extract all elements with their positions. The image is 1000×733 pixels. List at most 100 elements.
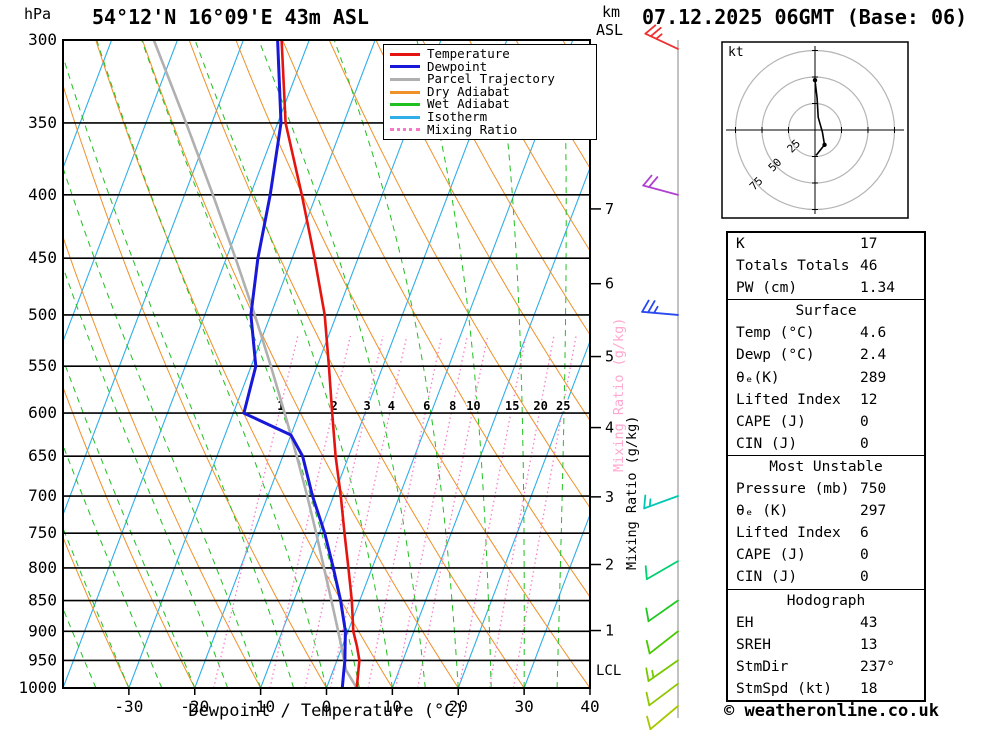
- temp-tick-label: 30: [514, 697, 533, 716]
- table-row-label: Dewp (°C): [736, 347, 815, 364]
- table-row-label: CIN (J): [736, 435, 798, 452]
- wet-adiabat-line: [96, 40, 327, 688]
- legend-label: Wet Adiabat: [427, 96, 510, 112]
- wind-barb: [644, 560, 679, 581]
- dry-adiabat-line: [63, 83, 327, 688]
- table-row: K 17: [728, 233, 924, 255]
- table-row-value: 46: [860, 258, 878, 275]
- km-tick-label: 7: [605, 200, 614, 218]
- table-section: Most Unstable Pressure (mb) 750 θₑ (K) 297 Li…: [728, 454, 924, 589]
- wet-adiabat-line: [656, 40, 713, 688]
- wind-barb: [646, 705, 679, 731]
- isotherm-legend-swatch: [390, 115, 420, 119]
- dry-adiabat-line: [422, 40, 590, 336]
- pressure-tick-label: 400: [28, 185, 57, 204]
- legend-label: Dewpoint: [427, 58, 488, 74]
- table-section: K 17 Totals Totals 46 PW (cm) 1.34: [728, 233, 924, 299]
- table-row-value: 0: [860, 569, 869, 586]
- table-row-label: Pressure (mb): [736, 481, 850, 498]
- legend-row: Dry Adiabat: [388, 85, 596, 99]
- hodograph-trace: [814, 80, 826, 156]
- table-row-value: 0: [860, 413, 869, 430]
- isotherm-line: [63, 40, 244, 517]
- parcel-curve: [152, 40, 358, 688]
- legend-label: Temperature: [427, 46, 510, 61]
- pressure-tick-label: 650: [28, 446, 57, 465]
- table-row-label: PW (cm): [736, 280, 798, 297]
- table-row-label: CIN (J): [736, 569, 798, 586]
- legend-label: Parcel Trajectory: [427, 71, 555, 87]
- table-row: Dewp (°C) 2.4: [728, 344, 924, 366]
- table-row: Temp (°C) 4.6: [728, 322, 924, 344]
- mixing-ratio-label: 10: [466, 399, 480, 413]
- table-row-label: EH: [736, 614, 754, 631]
- mixing-ratio-line: [458, 335, 527, 688]
- isotherm-line: [325, 40, 574, 688]
- mixing-ratio-label: 4: [388, 399, 395, 413]
- table-row-value: 12: [860, 391, 878, 408]
- legend-row: Wet Adiabat: [388, 98, 596, 111]
- isotherm-line: [128, 40, 376, 688]
- wet-adiabat-line: [556, 40, 567, 688]
- isotherm-line: [194, 40, 442, 688]
- altitude-unit-label-asl: ASL: [596, 21, 624, 39]
- hodograph-unit-label: kt: [728, 45, 744, 60]
- wet-adiabat-line: [63, 443, 163, 688]
- table-row: Lifted Index 12: [728, 389, 924, 411]
- dewpoint-legend-swatch: [390, 65, 420, 69]
- table-row-value: 289: [860, 369, 887, 386]
- table-row-label: StmDir: [736, 658, 789, 675]
- pressure-tick-label: 1000: [18, 678, 57, 697]
- table-row-value: 297: [860, 503, 887, 520]
- mixing-ratio-line: [213, 335, 299, 688]
- wet-adiabat-legend-swatch: [390, 103, 420, 107]
- legend-row: Dewpoint: [388, 58, 596, 74]
- temp-tick-label: -30: [114, 697, 143, 716]
- km-tick-label: 4: [605, 419, 614, 437]
- km-tick-label: 6: [605, 275, 614, 293]
- table-row-label: CAPE (J): [736, 547, 806, 564]
- legend-label: Mixing Ratio: [427, 121, 518, 137]
- mixing-ratio-label: 15: [505, 399, 519, 413]
- table-row: SREH 13: [728, 634, 924, 656]
- mixing-ratio-line: [304, 335, 384, 688]
- hodograph-border: [721, 41, 909, 219]
- lcl-label: LCL: [596, 663, 622, 679]
- data-table: K 17 Totals Totals 46 PW (cm) 1.34 Surface Temp…: [726, 231, 926, 702]
- table-row-label: CAPE (J): [736, 413, 806, 430]
- legend-row: Parcel Trajectory: [388, 73, 596, 86]
- pressure-tick-label: 350: [28, 113, 57, 132]
- table-row: StmSpd (kt) 18: [728, 678, 924, 700]
- wind-barb: [645, 659, 679, 682]
- dry-adiabat-line: [468, 40, 590, 252]
- plot-border: [62, 39, 591, 689]
- dry-adiabat-line: [63, 535, 130, 688]
- table-row-label: StmSpd (kt): [736, 680, 833, 697]
- mixing-ratio-legend-swatch: [390, 128, 420, 132]
- table-row-value: 750: [860, 481, 887, 498]
- hodograph-ring-label: 25: [785, 137, 804, 156]
- table-row-value: 43: [860, 614, 878, 631]
- copyright: © weatheronline.co.uk: [724, 701, 939, 721]
- temp-tick-label: 0: [322, 697, 332, 716]
- table-row: Pressure (mb) 750: [728, 478, 924, 500]
- isotherm-line: [63, 40, 113, 170]
- wind-barb: [644, 24, 679, 50]
- legend-row: Mixing Ratio: [388, 121, 596, 137]
- table-row-label: Totals Totals: [736, 258, 850, 275]
- table-row-label: θₑ (K): [736, 503, 789, 520]
- mixing-ratio-label: 6: [423, 399, 430, 413]
- temp-tick-label: 20: [449, 697, 468, 716]
- wind-barb: [645, 682, 679, 707]
- table-section: Hodograph EH 43 SREH 13 StmDir 237° StmSpd (kt)…: [728, 588, 924, 700]
- pressure-tick-label: 950: [28, 650, 57, 669]
- mixing-ratio-label: 1: [277, 399, 284, 413]
- wind-barb: [642, 174, 679, 196]
- km-tick-label: 1: [605, 622, 614, 640]
- wet-adiabat-line: [141, 40, 360, 688]
- temp-tick-label: 10: [383, 697, 402, 716]
- station-title: 54°12'N 16°09'E 43m ASL: [92, 5, 369, 29]
- table-row: StmDir 237°: [728, 656, 924, 678]
